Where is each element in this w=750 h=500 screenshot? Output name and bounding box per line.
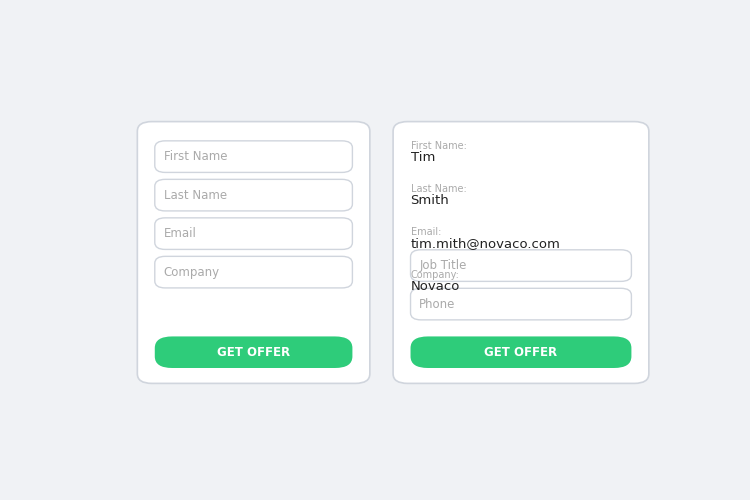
Text: Tim: Tim [410,151,435,164]
FancyBboxPatch shape [154,256,352,288]
Text: Smith: Smith [410,194,449,207]
Text: Last Name:: Last Name: [410,184,466,194]
Text: First Name: First Name [164,150,227,163]
Text: Company:: Company: [410,270,460,280]
Text: GET OFFER: GET OFFER [217,346,290,358]
FancyBboxPatch shape [410,336,632,368]
FancyBboxPatch shape [154,141,352,172]
Text: Last Name: Last Name [164,188,226,202]
Text: Novaco: Novaco [410,280,460,293]
FancyBboxPatch shape [410,250,632,282]
FancyBboxPatch shape [154,218,352,250]
Text: Job Title: Job Title [419,259,466,272]
FancyBboxPatch shape [154,180,352,211]
FancyBboxPatch shape [137,122,370,384]
Text: Phone: Phone [419,298,456,310]
Text: GET OFFER: GET OFFER [484,346,557,358]
Text: Email: Email [164,227,196,240]
FancyBboxPatch shape [393,122,649,384]
Text: First Name:: First Name: [410,141,466,151]
Text: Company: Company [164,266,220,278]
Text: tim.mith@novaco.com: tim.mith@novaco.com [410,237,560,250]
FancyBboxPatch shape [154,336,352,368]
FancyBboxPatch shape [410,288,632,320]
Text: Email:: Email: [410,227,441,237]
